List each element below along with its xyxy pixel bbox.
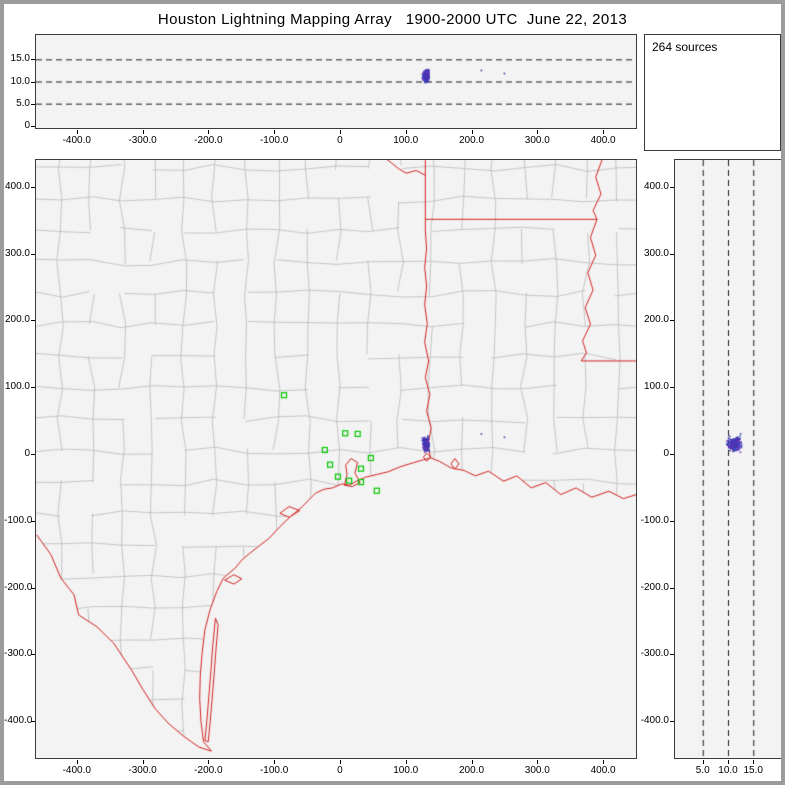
tick-mark [208, 130, 210, 134]
tick-mark [142, 130, 144, 134]
tick-label: 15.0 [743, 765, 763, 776]
altitude-ns-projection-panel [674, 159, 781, 759]
tick-label: 5.0 [16, 97, 30, 109]
tick-mark [31, 654, 35, 656]
tick-mark [670, 520, 674, 522]
tick-label: 5.0 [695, 765, 710, 776]
tick-mark [339, 130, 341, 134]
tick-label: 10.0 [718, 765, 738, 776]
altitude-ew-projection-panel [35, 34, 637, 129]
tick-label: 15.0 [10, 53, 30, 65]
tick-mark [471, 130, 473, 134]
tick-label: 400.0 [4, 180, 30, 192]
tick-label: -400.0 [62, 135, 91, 146]
tick-mark [670, 253, 674, 255]
tick-mark [142, 760, 144, 764]
tick-label: 200.0 [643, 314, 669, 326]
tick-label: -100.0 [640, 514, 669, 526]
tick-label: 100.0 [4, 381, 30, 393]
tick-mark [670, 654, 674, 656]
tick-label: 0 [337, 765, 343, 776]
tick-mark [274, 130, 276, 134]
tick-label: 300.0 [524, 135, 550, 146]
plan-view-map-panel [35, 159, 637, 759]
tick-mark [31, 103, 35, 105]
tick-mark [76, 760, 78, 764]
tick-label: -400.0 [62, 765, 91, 776]
tick-mark [274, 760, 276, 764]
tick-label: 0 [663, 447, 669, 459]
tick-label: 0 [24, 447, 30, 459]
tick-mark [670, 320, 674, 322]
tick-mark [31, 125, 35, 127]
tick-mark [339, 760, 341, 764]
tick-mark [670, 453, 674, 455]
tick-label: -200.0 [194, 765, 223, 776]
tick-label: 100.0 [393, 765, 419, 776]
figure-title: Houston Lightning Mapping Array 1900-200… [157, 11, 628, 28]
tick-mark [670, 186, 674, 188]
tick-label: 200.0 [459, 765, 485, 776]
tick-mark [753, 760, 755, 764]
tick-label: 300.0 [4, 247, 30, 259]
tick-label: 0 [24, 119, 30, 131]
tick-label: -300.0 [4, 648, 33, 660]
tick-mark [537, 130, 539, 134]
tick-label: -100.0 [259, 765, 289, 776]
tick-mark [670, 587, 674, 589]
tick-mark [208, 760, 210, 764]
tick-label: -200.0 [4, 581, 33, 593]
tick-label: -100.0 [259, 135, 289, 146]
tick-mark [31, 186, 35, 188]
tick-label: 300.0 [524, 765, 550, 776]
tick-mark [670, 387, 674, 389]
tick-label: -300.0 [128, 765, 157, 776]
tick-mark [537, 760, 539, 764]
tick-label: -400.0 [4, 715, 33, 727]
tick-label: -100.0 [4, 514, 33, 526]
tick-mark [603, 760, 605, 764]
tick-mark [31, 520, 35, 522]
sources-count-panel: 264 sources [644, 34, 781, 151]
tick-label: -300.0 [128, 135, 157, 146]
tick-mark [31, 587, 35, 589]
tick-mark [471, 760, 473, 764]
tick-mark [31, 253, 35, 255]
sources-count-label: 264 sources [652, 40, 718, 54]
tick-mark [76, 130, 78, 134]
tick-label: -200.0 [640, 581, 669, 593]
tick-mark [31, 453, 35, 455]
tick-label: 400.0 [643, 180, 669, 192]
tick-mark [728, 760, 729, 764]
tick-label: -300.0 [640, 648, 669, 660]
tick-label: 200.0 [459, 135, 485, 146]
tick-label: 200.0 [4, 314, 30, 326]
tick-mark [31, 320, 35, 322]
tick-label: 400.0 [590, 765, 616, 776]
tick-label: -200.0 [194, 135, 223, 146]
tick-mark [405, 130, 407, 134]
tick-mark [31, 81, 35, 83]
tick-label: 400.0 [590, 135, 616, 146]
tick-mark [31, 387, 35, 389]
tick-label: 100.0 [393, 135, 419, 146]
tick-label: 0 [337, 135, 343, 146]
tick-mark [702, 760, 704, 764]
tick-mark [603, 130, 605, 134]
tick-mark [31, 721, 35, 723]
tick-mark [31, 59, 35, 61]
tick-label: 300.0 [643, 247, 669, 259]
tick-mark [670, 721, 674, 723]
tick-label: 100.0 [643, 381, 669, 393]
tick-label: 10.0 [10, 75, 30, 87]
tick-mark [405, 760, 407, 764]
tick-label: -400.0 [640, 715, 669, 727]
